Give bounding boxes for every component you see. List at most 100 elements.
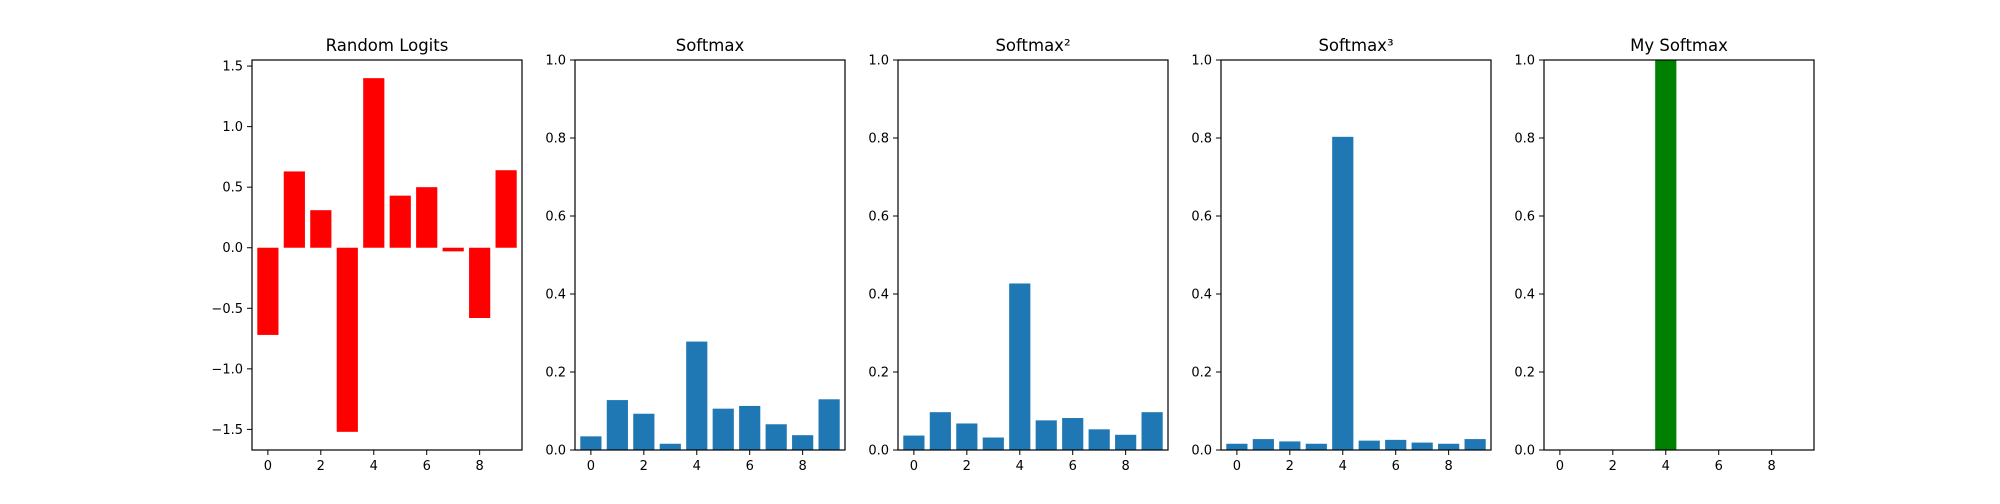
bar <box>739 405 761 450</box>
bar <box>580 436 602 450</box>
bar <box>1062 418 1084 450</box>
y-tick-label: 0.4 <box>1514 288 1535 303</box>
y-tick-label: 0.8 <box>1514 132 1535 147</box>
chart-panel: 0.0 0.2 0.4 0.6 0.8 1.0 0 2 4 6 8 Softmax <box>545 36 846 474</box>
bar <box>1009 283 1031 450</box>
x-tick-label: 4 <box>370 459 378 474</box>
chart-panel: −1.5 −1.0 −0.5 0.0 0.5 1.0 1.5 0 2 4 6 8 Random Logi… <box>211 36 523 474</box>
chart-title: Random Logits <box>326 36 449 55</box>
bar <box>1358 440 1380 450</box>
bar <box>310 210 332 248</box>
x-tick-label: 8 <box>799 459 807 474</box>
y-tick-label: 0.4 <box>868 288 889 303</box>
y-tick-label: 0.6 <box>545 210 566 225</box>
x-tick-label: 4 <box>1339 459 1347 474</box>
bar <box>929 412 951 450</box>
bar <box>336 247 358 432</box>
y-tick-label: 1.0 <box>222 120 243 135</box>
x-tick-label: 2 <box>317 459 325 474</box>
bar <box>792 435 814 450</box>
chart-panel: 0.0 0.2 0.4 0.6 0.8 1.0 0 2 4 6 8 Softmax² <box>868 36 1169 474</box>
bar <box>1305 443 1327 450</box>
y-tick-label: 1.5 <box>222 60 243 75</box>
chart-title: My Softmax <box>1630 36 1728 55</box>
y-tick-label: −1.5 <box>211 423 243 438</box>
y-tick-label: 0.0 <box>222 241 243 256</box>
chart-title: Softmax³ <box>1318 36 1393 55</box>
axes-frame <box>1220 59 1492 451</box>
bar <box>389 195 411 248</box>
y-tick-label: 1.0 <box>1191 54 1212 69</box>
bar <box>363 78 385 248</box>
bar <box>982 437 1004 450</box>
y-tick-label: 0.0 <box>545 444 566 459</box>
bar <box>1332 136 1354 450</box>
bar <box>765 424 787 450</box>
bar <box>469 247 491 318</box>
x-tick-label: 2 <box>1609 459 1617 474</box>
y-tick-label: 0.2 <box>1514 366 1535 381</box>
chart-title: Softmax² <box>995 36 1070 55</box>
y-tick-label: 0.2 <box>868 366 889 381</box>
x-tick-label: 0 <box>587 459 595 474</box>
x-tick-label: 4 <box>1016 459 1024 474</box>
x-tick-label: 2 <box>963 459 971 474</box>
chart-panel: 0.0 0.2 0.4 0.6 0.8 1.0 0 2 4 6 8 My Softmax <box>1514 36 1815 474</box>
x-tick-label: 6 <box>423 459 431 474</box>
bar <box>1035 420 1057 450</box>
y-tick-label: 0.0 <box>1514 444 1535 459</box>
x-tick-label: 8 <box>1445 459 1453 474</box>
bar <box>1279 441 1301 450</box>
chart-panel: 0.0 0.2 0.4 0.6 0.8 1.0 0 2 4 6 8 Softmax³ <box>1191 36 1492 474</box>
y-tick-label: 0.6 <box>1191 210 1212 225</box>
y-tick-label: 0.0 <box>1191 444 1212 459</box>
y-tick-label: 0.8 <box>545 132 566 147</box>
bar <box>495 170 517 248</box>
x-tick-label: 0 <box>1556 459 1564 474</box>
bar <box>1655 60 1677 450</box>
y-tick-label: −0.5 <box>211 302 243 317</box>
bar <box>633 413 655 450</box>
bar <box>1141 412 1163 450</box>
bar <box>712 408 734 450</box>
bar <box>1088 429 1110 450</box>
x-tick-label: 4 <box>1662 459 1670 474</box>
x-tick-label: 6 <box>1069 459 1077 474</box>
x-tick-label: 0 <box>910 459 918 474</box>
bar <box>257 247 279 335</box>
bar <box>606 400 628 450</box>
x-tick-label: 8 <box>1122 459 1130 474</box>
x-tick-label: 6 <box>746 459 754 474</box>
y-tick-label: 0.0 <box>868 444 889 459</box>
bar <box>686 341 708 450</box>
bar <box>1464 439 1486 450</box>
x-tick-label: 8 <box>1768 459 1776 474</box>
y-tick-label: 0.2 <box>545 366 566 381</box>
y-tick-label: 0.8 <box>868 132 889 147</box>
bar <box>1115 434 1137 450</box>
y-tick-label: 0.6 <box>868 210 889 225</box>
y-tick-label: 1.0 <box>545 54 566 69</box>
bar <box>659 443 681 450</box>
y-tick-label: 0.2 <box>1191 366 1212 381</box>
y-tick-label: 0.8 <box>1191 132 1212 147</box>
bar <box>283 171 305 248</box>
y-tick-label: 0.4 <box>1191 288 1212 303</box>
bar <box>1385 439 1407 450</box>
x-tick-label: 0 <box>264 459 272 474</box>
bar <box>903 435 925 450</box>
y-tick-label: 0.5 <box>222 181 243 196</box>
x-tick-label: 0 <box>1233 459 1241 474</box>
bar <box>1438 443 1460 450</box>
bar <box>442 247 464 252</box>
y-tick-label: 0.6 <box>1514 210 1535 225</box>
y-tick-label: 0.4 <box>545 288 566 303</box>
x-tick-label: 6 <box>1715 459 1723 474</box>
axes-frame <box>574 59 846 451</box>
y-tick-label: −1.0 <box>211 362 243 377</box>
x-tick-label: 6 <box>1392 459 1400 474</box>
y-tick-label: 1.0 <box>1514 54 1535 69</box>
bar <box>818 399 840 450</box>
